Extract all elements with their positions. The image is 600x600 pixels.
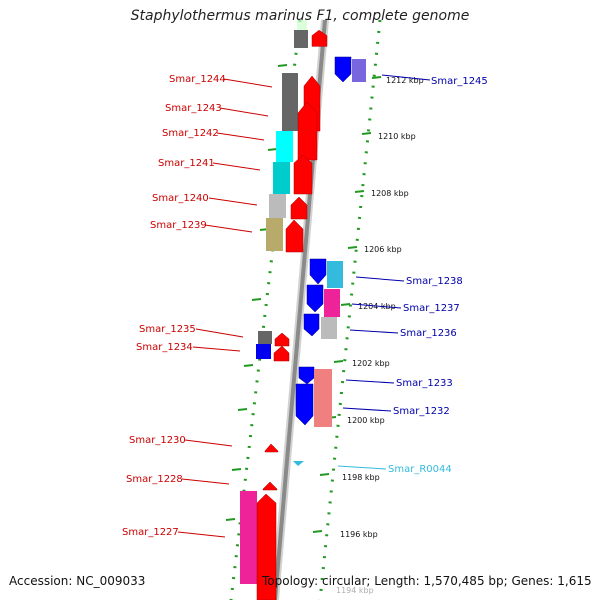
reverse-strand-genes: [295, 56, 352, 426]
gene-label: Smar_R0044: [388, 464, 452, 475]
right-dotted-boundary: [318, 19, 382, 600]
gene-label: Smar_1228: [126, 474, 183, 485]
cog-boxes-right: [314, 59, 366, 427]
gene-label: Smar_1242: [162, 128, 219, 139]
right-gene-labels: Smar_1245 Smar_1238 Smar_1237 Smar_1236 …: [337, 74, 488, 475]
gene-label: Smar_1237: [403, 303, 460, 314]
tick-label: 1194 kbp: [336, 586, 374, 595]
left-tick-dashes: [225, 64, 288, 521]
gene-label: Smar_1244: [169, 74, 226, 85]
tick-label: 1212 kbp: [386, 76, 424, 85]
gene-label: Smar_1236: [400, 328, 457, 339]
tick-label: 1202 kbp: [352, 359, 390, 368]
rna-gene-marker: [293, 461, 304, 466]
gene-label: Smar_1232: [393, 406, 450, 417]
tick-label: 1206 kbp: [364, 245, 402, 254]
tick-label: 1210 kbp: [378, 132, 416, 141]
gene-label: Smar_1230: [129, 435, 186, 446]
partial-feature: [297, 20, 307, 30]
figure-title: Staphylothermus marinus F1, complete gen…: [130, 8, 470, 24]
topology-text: Topology: circular; Length: 1,570,485 bp…: [262, 574, 592, 588]
accession-text: Accession: NC_009033: [9, 574, 146, 588]
tick-label: 1208 kbp: [371, 189, 409, 198]
gene-label: Smar_1233: [396, 378, 453, 389]
gene-label: Smar_1243: [165, 103, 222, 114]
left-gene-labels: Smar_1244 Smar_1243 Smar_1242 Smar_1241 …: [122, 74, 273, 538]
forward-strand-genes: [256, 29, 328, 600]
tick-label: 1198 kbp: [342, 473, 380, 482]
tick-label: 1200 kbp: [347, 416, 385, 425]
gene-label: Smar_1240: [152, 193, 209, 204]
gene-label: Smar_1239: [150, 220, 207, 231]
gene-label: Smar_1234: [136, 342, 193, 353]
cog-boxes-left: [240, 30, 308, 584]
gene-label: Smar_1235: [139, 324, 196, 335]
gene-label: Smar_1241: [158, 158, 215, 169]
gene-label: Smar_1227: [122, 527, 179, 538]
gene-label: Smar_1238: [406, 276, 463, 287]
tick-label: 1196 kbp: [340, 530, 378, 539]
gene-label: Smar_1245: [431, 76, 488, 87]
